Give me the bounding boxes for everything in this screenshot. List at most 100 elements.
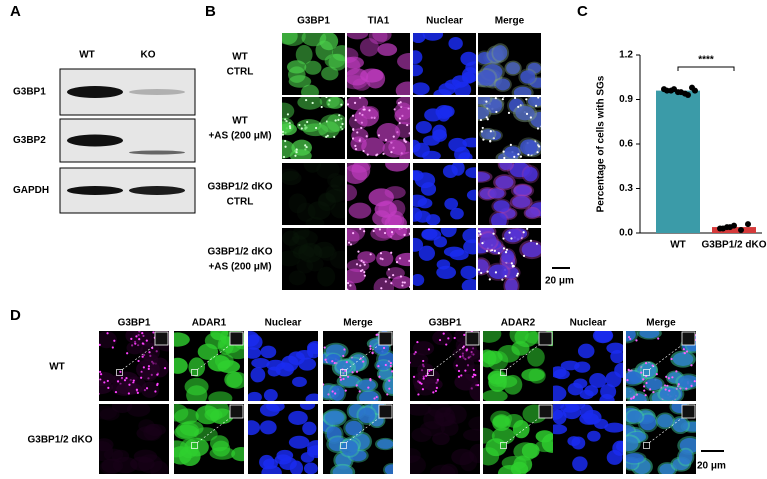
cell	[301, 84, 319, 95]
granule	[652, 391, 655, 394]
granule	[682, 348, 685, 351]
cell	[343, 418, 365, 438]
granule	[480, 271, 483, 275]
roi-link	[649, 417, 683, 443]
nucleus	[414, 172, 436, 189]
cell	[174, 408, 199, 425]
cell	[126, 341, 143, 355]
granule	[410, 101, 412, 103]
micrograph	[347, 163, 410, 225]
granule	[391, 370, 393, 373]
nucleus	[616, 440, 623, 452]
cell	[352, 78, 371, 91]
nucleus	[248, 391, 262, 401]
cell	[99, 459, 121, 474]
row-label: G3BP1/2 dKO	[27, 435, 92, 446]
cell	[518, 68, 538, 86]
cell	[303, 163, 322, 173]
cell	[348, 202, 372, 219]
granule	[507, 111, 511, 115]
row-label: G3BP1/2 dKO	[207, 182, 272, 193]
nucleus	[465, 167, 476, 179]
micrograph	[282, 228, 345, 290]
granule	[403, 138, 406, 141]
nucleus	[266, 404, 285, 412]
inset	[378, 331, 393, 346]
granule	[495, 110, 498, 114]
blot-band	[129, 89, 185, 95]
granule	[366, 153, 369, 156]
cell	[295, 44, 313, 65]
cell	[491, 43, 510, 63]
cell	[136, 426, 161, 441]
row-label: WT	[232, 52, 248, 63]
cell	[347, 268, 366, 284]
cell	[517, 137, 540, 158]
cell	[301, 244, 322, 258]
cell	[328, 383, 347, 401]
nucleus	[413, 82, 430, 95]
granule	[412, 375, 416, 378]
row-label: GAPDH	[13, 185, 49, 196]
granule	[399, 275, 403, 278]
granule	[384, 280, 387, 283]
cell	[317, 266, 336, 287]
granule	[535, 242, 539, 245]
data-point	[678, 89, 684, 96]
granule	[152, 331, 155, 334]
nucleus	[439, 105, 455, 118]
nucleus	[444, 198, 459, 210]
granule	[379, 252, 383, 255]
granule	[663, 384, 667, 387]
micrograph-content	[347, 228, 410, 290]
granule	[505, 248, 509, 251]
granule	[461, 355, 464, 358]
y-tick-label: 1.2	[619, 50, 633, 61]
granule	[137, 343, 140, 347]
granule	[328, 400, 331, 401]
nucleus	[520, 70, 536, 84]
granule	[510, 262, 513, 265]
granule	[410, 127, 412, 129]
nucleus	[504, 228, 522, 243]
granule	[490, 228, 491, 229]
y-tick-label: 0.0	[619, 228, 633, 239]
granule	[355, 263, 359, 266]
cell	[324, 53, 345, 68]
nucleus	[448, 36, 463, 50]
cell	[432, 331, 453, 346]
granule	[460, 374, 463, 377]
granule	[536, 151, 539, 154]
granule	[432, 391, 435, 394]
significance-bracket	[677, 66, 735, 71]
granule	[314, 126, 318, 130]
granule	[549, 92, 551, 94]
granule	[388, 379, 391, 382]
nucleus	[263, 389, 278, 401]
granule	[408, 132, 410, 135]
inset	[681, 331, 696, 346]
granule	[529, 239, 533, 242]
nucleus	[326, 353, 341, 365]
granule	[100, 373, 103, 376]
cell	[526, 97, 541, 109]
roi	[643, 442, 650, 449]
granule	[99, 392, 100, 395]
granule	[522, 254, 526, 257]
granule	[386, 228, 388, 229]
cell	[385, 163, 409, 172]
micrograph	[626, 331, 696, 401]
granule	[358, 97, 362, 99]
granule	[665, 375, 668, 378]
granule	[352, 128, 355, 131]
granule	[462, 356, 465, 360]
nucleus	[248, 347, 262, 359]
granule	[515, 274, 519, 277]
micrograph	[323, 331, 393, 401]
nucleus	[604, 422, 623, 433]
nucleus	[248, 420, 261, 436]
micrograph-content	[413, 97, 476, 159]
nucleus	[418, 245, 435, 261]
granule	[466, 364, 470, 367]
nucleus	[462, 137, 476, 148]
